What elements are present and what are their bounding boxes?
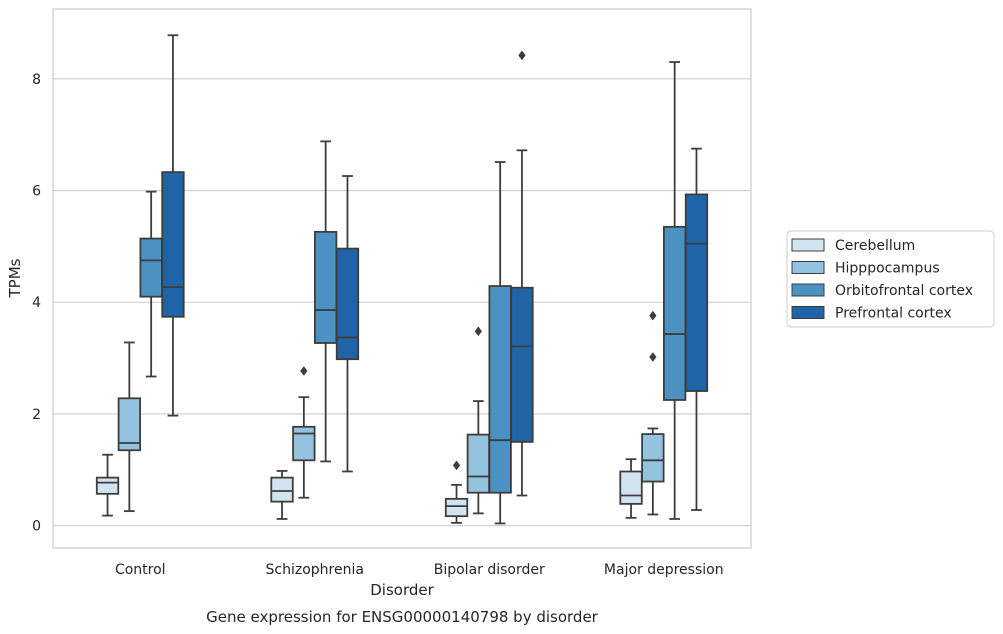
- box-iqr: [270, 476, 294, 503]
- x-axis-label: Disorder: [370, 581, 434, 599]
- x-tick-labels: Control Schizophrenia Bipolar disorder Majo…: [115, 562, 724, 578]
- box-prefrontal-cortex-schizophrenia: [335, 175, 360, 473]
- y-tick-label: 0: [32, 519, 41, 535]
- box-cerebellum-control: [95, 453, 120, 517]
- box-hipppocampus-major-depression: [641, 310, 665, 516]
- legend-frame: [786, 230, 995, 328]
- y-tick-label: 6: [32, 184, 41, 200]
- box-iqr: [161, 171, 185, 318]
- box-hipppocampus-schizophrenia: [292, 366, 316, 499]
- box-cerebellum-schizophrenia: [270, 470, 294, 520]
- legend-label: Hipppocampus: [835, 261, 940, 277]
- box-iqr: [139, 237, 163, 298]
- box-iqr: [292, 425, 316, 462]
- figure-caption: Gene expression for ENSG00000140798 by d…: [206, 608, 599, 626]
- x-tick-label: Bipolar disorder: [434, 562, 545, 578]
- box-prefrontal-cortex-major-depression: [684, 147, 709, 511]
- y-tick-label: 2: [32, 407, 41, 423]
- legend-swatch: [791, 238, 825, 252]
- box-iqr: [663, 225, 687, 401]
- plot-area-frame: [52, 8, 752, 549]
- outlier-point: [452, 460, 461, 471]
- box-iqr: [335, 247, 360, 361]
- box-iqr: [117, 397, 141, 452]
- boxes: [95, 34, 709, 525]
- legend: Cerebellum Hipppocampus Orbitofrontal cort…: [786, 230, 995, 328]
- outlier-point: [518, 50, 526, 61]
- legend-label: Cerebellum: [835, 238, 915, 254]
- legend-label: Prefrontal cortex: [835, 306, 952, 322]
- x-tick-label: Schizophrenia: [266, 562, 364, 578]
- box-cerebellum-major-depression: [619, 458, 643, 519]
- box-hipppocampus-control: [117, 341, 141, 513]
- outlier-point: [649, 352, 657, 362]
- box-iqr: [641, 433, 665, 483]
- legend-label: Orbitofrontal cortex: [835, 283, 973, 299]
- box-prefrontal-cortex-bipolar-disorder: [510, 50, 534, 497]
- y-tick-label: 8: [32, 72, 41, 88]
- box-iqr: [314, 230, 338, 344]
- box-iqr: [510, 286, 534, 443]
- legend-swatch: [791, 283, 825, 297]
- box-iqr: [444, 497, 469, 518]
- box-iqr: [619, 470, 643, 505]
- outlier-point: [474, 326, 483, 337]
- box-cerebellum-bipolar-disorder: [444, 460, 469, 524]
- x-tick-label: Major depression: [604, 562, 724, 578]
- box-iqr: [466, 433, 490, 494]
- y-tick-label: 4: [32, 295, 41, 311]
- box-prefrontal-cortex-control: [161, 34, 185, 417]
- box-iqr: [95, 476, 120, 495]
- legend-swatch: [791, 306, 825, 319]
- box-iqr: [684, 193, 709, 392]
- legend-swatch: [791, 261, 825, 274]
- x-tick-label: Control: [115, 562, 166, 578]
- y-tick-labels: 0 2 4 6 8: [32, 72, 41, 535]
- outlier-point: [649, 310, 657, 321]
- box-orbitofrontal-cortex-control: [139, 190, 163, 378]
- y-axis-label: TPMs: [6, 258, 24, 298]
- outlier-point: [300, 366, 308, 376]
- box-iqr: [488, 285, 512, 494]
